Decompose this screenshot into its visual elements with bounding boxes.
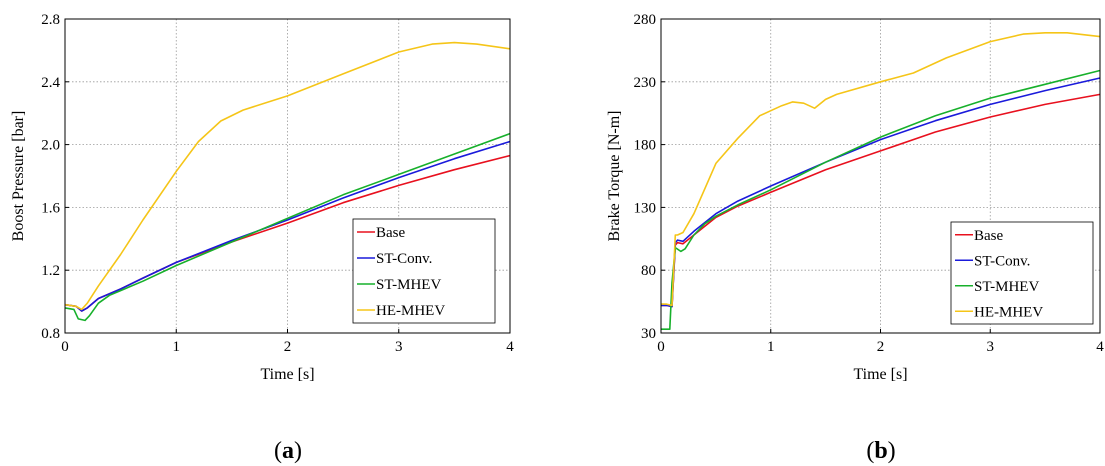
panel-caption: (a) <box>274 438 302 464</box>
y-tick-label: 80 <box>641 263 656 279</box>
legend-box <box>352 218 496 324</box>
y-tick-label: 130 <box>634 200 657 216</box>
series-line-he-mhev <box>661 31 1101 307</box>
series-line-st-conv <box>64 140 511 312</box>
y-axis-label: Boost Pressure [bar] <box>10 111 27 242</box>
legend-label: ST-MHEV <box>974 279 1039 295</box>
x-tick-label: 0 <box>61 339 69 355</box>
series-line-he-mhev <box>64 41 511 311</box>
x-tick-label: 2 <box>877 339 885 355</box>
y-tick-label: 2.4 <box>41 75 60 91</box>
x-tick-label: 3 <box>395 339 403 355</box>
legend-label: Base <box>974 228 1004 244</box>
x-tick-label: 0 <box>657 339 665 355</box>
y-tick-label: 280 <box>634 12 657 28</box>
y-tick-label: 230 <box>634 75 657 91</box>
x-tick-label: 1 <box>173 339 181 355</box>
x-tick-label: 3 <box>987 339 995 355</box>
panel-caption: (b) <box>866 438 895 464</box>
legend-label: HE-MHEV <box>376 303 445 319</box>
caption-letter: a <box>282 438 294 464</box>
caption-open-paren: ( <box>866 438 874 464</box>
chart-panel-b: 0 1 2 3 4 30 80 130 180 230 280 Time [s] Brake Torqu… <box>606 12 1104 464</box>
legend-label: ST-Conv. <box>974 253 1030 269</box>
y-tick-label: 2.8 <box>41 12 60 28</box>
legend-label: Base <box>376 225 406 241</box>
y-axis-label: Brake Torque [N-m] <box>606 111 623 242</box>
y-tick-label: 1.2 <box>41 263 60 279</box>
caption-letter: b <box>874 438 887 464</box>
series-line-st-mhev <box>64 132 511 322</box>
caption-open-paren: ( <box>274 438 282 464</box>
y-tick-label: 180 <box>634 138 657 154</box>
legend-label: ST-MHEV <box>376 277 441 293</box>
y-tick-label: 0.8 <box>41 326 60 342</box>
y-tick-label: 1.6 <box>41 200 60 216</box>
caption-close-paren: ) <box>888 438 896 464</box>
y-tick-label: 2.0 <box>41 138 60 154</box>
legend-box <box>950 221 1094 325</box>
series-line-st-mhev <box>661 69 1101 331</box>
x-tick-label: 4 <box>506 339 514 355</box>
y-tick-label: 30 <box>641 326 656 342</box>
chart-panel-a: 0 1 2 3 4 0.8 1.2 1.6 2.0 2.4 2.8 Time [s] Boost Pre… <box>10 12 514 464</box>
x-axis-label: Time [s] <box>260 366 314 383</box>
legend-label: HE-MHEV <box>974 304 1043 320</box>
caption-close-paren: ) <box>294 438 302 464</box>
x-tick-label: 1 <box>767 339 775 355</box>
x-tick-label: 4 <box>1096 339 1104 355</box>
x-axis-label: Time [s] <box>853 366 907 383</box>
x-tick-label: 2 <box>284 339 292 355</box>
legend-label: ST-Conv. <box>376 251 432 267</box>
